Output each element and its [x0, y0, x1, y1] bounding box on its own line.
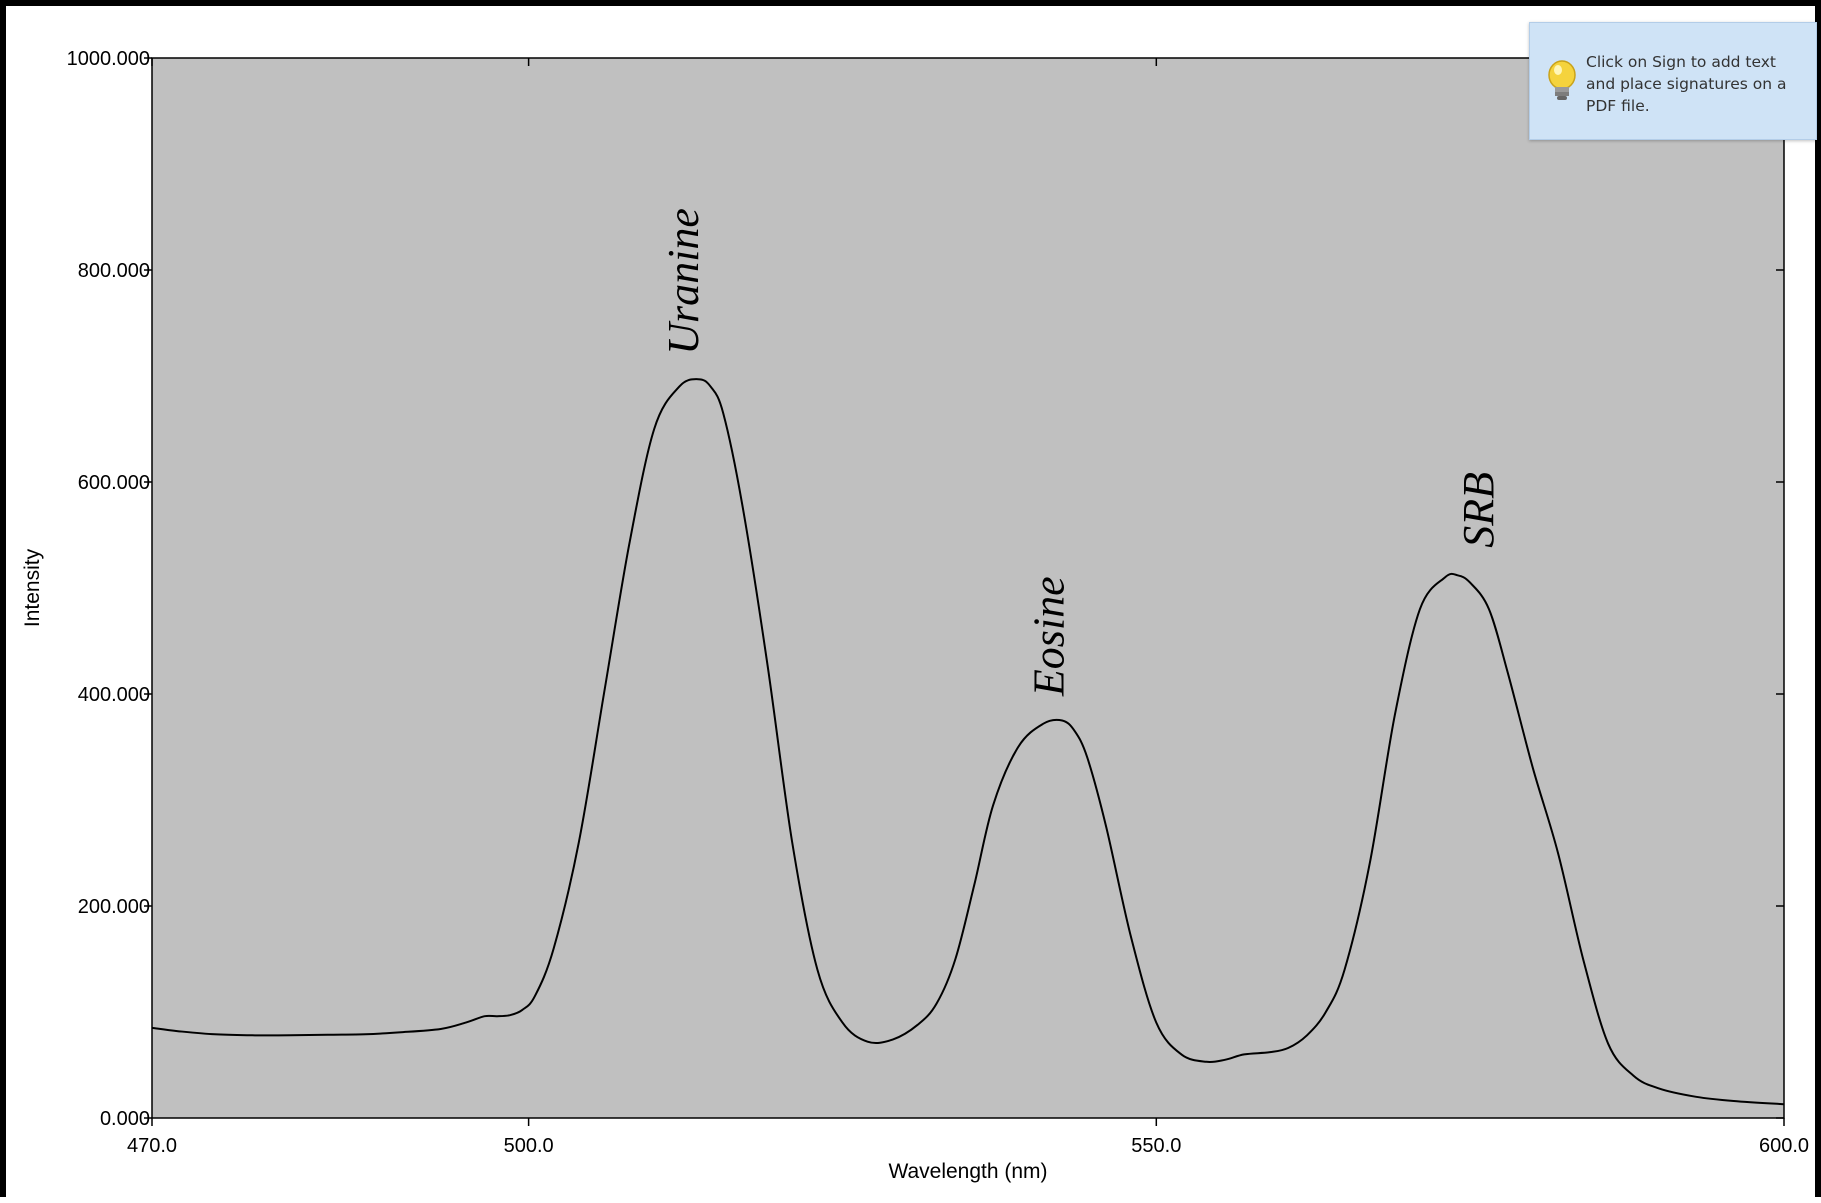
- x-tick-label: 500.0: [504, 1135, 554, 1157]
- axis-ticks: [144, 57, 1785, 1126]
- x-tick-label: 550.0: [1131, 1135, 1181, 1157]
- peak-label: SRB: [1454, 472, 1503, 548]
- y-tick-label: 0.000: [100, 1108, 150, 1130]
- y-tick-label: 400.000: [78, 684, 150, 706]
- peak-label: Eosine: [1024, 576, 1073, 697]
- y-tick-label: 200.000: [78, 896, 150, 918]
- peak-label: Uranine: [659, 208, 708, 355]
- y-tick-label: 600.000: [78, 472, 150, 494]
- tooltip-line: Click on Sign to add text: [1586, 53, 1777, 71]
- tooltip-line: and place signatures on a: [1586, 75, 1787, 93]
- sign-tooltip[interactable]: Click on Sign to add text and place sign…: [1529, 22, 1817, 140]
- axis-tick-labels: 470.0 500.0 550.0 600.0 0.000 200.000 400.000 6…: [67, 48, 1809, 1157]
- y-tick-label: 1000.000: [67, 48, 150, 70]
- y-tick-label: 800.000: [78, 260, 150, 282]
- plot-area: [151, 57, 1785, 1119]
- x-axis-label: Wavelength (nm): [888, 1160, 1047, 1183]
- y-axis-label: Intensity: [21, 548, 44, 627]
- intensity-curve: [151, 378, 1785, 1106]
- tooltip-text: Click on Sign to add text and place sign…: [1586, 51, 1806, 117]
- tooltip-line: PDF file.: [1586, 97, 1650, 115]
- peak-annotations: Uranine Eosine SRB: [659, 208, 1503, 697]
- lightbulb-icon: [1548, 60, 1576, 100]
- x-tick-label: 600.0: [1759, 1135, 1809, 1157]
- chart: 470.0 500.0 550.0 600.0 0.000 200.000 400.000 6…: [21, 48, 1809, 1183]
- x-tick-label: 470.0: [127, 1135, 177, 1157]
